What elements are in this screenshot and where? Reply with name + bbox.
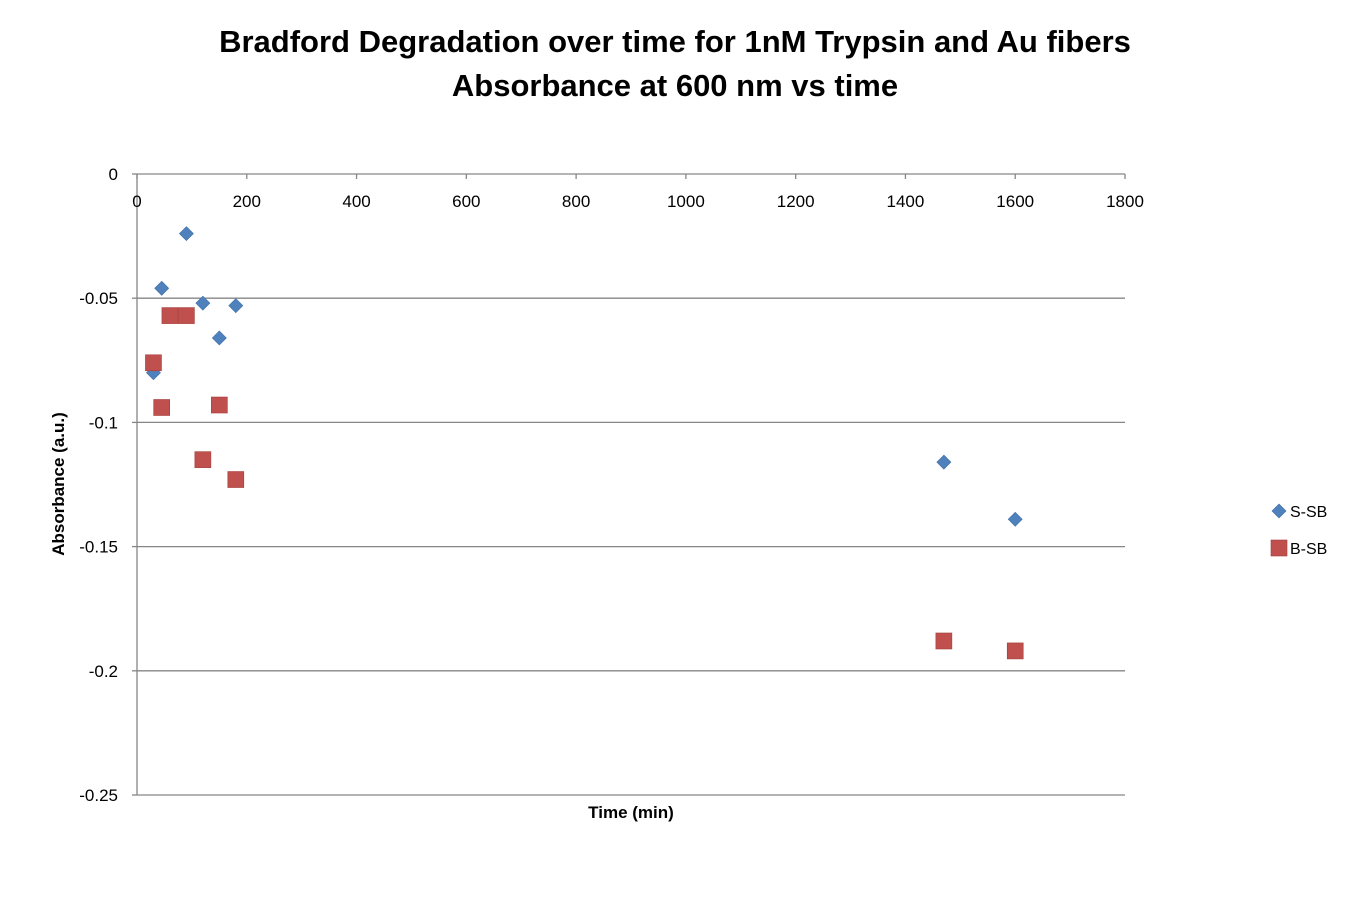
- x-axis-title: Time (min): [588, 803, 674, 822]
- x-tick-label: 1600: [996, 192, 1034, 211]
- tick-labels: 0 200 400 600 800 1000 1200 1400 1600 1800 0 -0.05 -…: [79, 165, 1144, 805]
- data-point-b-sb: [211, 396, 228, 414]
- chart-subtitle: Absorbance at 600 nm vs time: [452, 68, 898, 103]
- data-point-s-sb: [228, 298, 244, 314]
- x-tick-label: 0: [132, 192, 141, 211]
- x-tick-label: 600: [452, 192, 480, 211]
- y-tick-label: -0.1: [89, 413, 118, 432]
- x-tick-label: 200: [233, 192, 261, 211]
- y-tick-label: -0.2: [89, 662, 118, 681]
- x-tick-label: 1800: [1106, 192, 1144, 211]
- data-point-b-sb: [1006, 642, 1024, 660]
- y-tick-label: 0: [109, 165, 118, 184]
- data-point-b-sb: [935, 632, 953, 650]
- legend-marker-b-sb: [1270, 539, 1288, 557]
- data-points: [145, 226, 1024, 660]
- data-point-b-sb: [145, 354, 162, 372]
- data-point-b-sb: [161, 307, 179, 324]
- data-point-s-sb: [178, 226, 194, 242]
- data-point-s-sb: [936, 454, 952, 470]
- y-tick-label: -0.15: [79, 538, 118, 557]
- chart-title: Bradford Degradation over time for 1nM T…: [219, 24, 1131, 59]
- data-point-s-sb: [211, 330, 227, 346]
- data-point-s-sb: [154, 280, 170, 296]
- y-tick-label: -0.25: [79, 786, 118, 805]
- x-tick-label: 400: [342, 192, 370, 211]
- axes: [132, 173, 1126, 796]
- data-point-b-sb: [178, 307, 195, 324]
- legend-label: B-SB: [1290, 541, 1327, 558]
- data-point-b-sb: [227, 471, 245, 488]
- legend-label: S-SB: [1290, 504, 1327, 521]
- y-axis-title: Absorbance (a.u.): [49, 412, 68, 556]
- y-tick-label: -0.05: [79, 289, 118, 308]
- legend: S-SB B-SB: [1270, 503, 1327, 558]
- x-tick-label: 1000: [667, 192, 705, 211]
- legend-marker-s-sb: [1271, 503, 1287, 519]
- x-tick-label: 1200: [777, 192, 815, 211]
- data-point-b-sb: [194, 451, 212, 468]
- data-point-b-sb: [153, 399, 170, 416]
- x-tick-label: 800: [562, 192, 590, 211]
- gridlines: [137, 297, 1125, 796]
- data-point-s-sb: [195, 295, 211, 311]
- data-point-s-sb: [1007, 511, 1023, 527]
- x-tick-label: 1400: [887, 192, 925, 211]
